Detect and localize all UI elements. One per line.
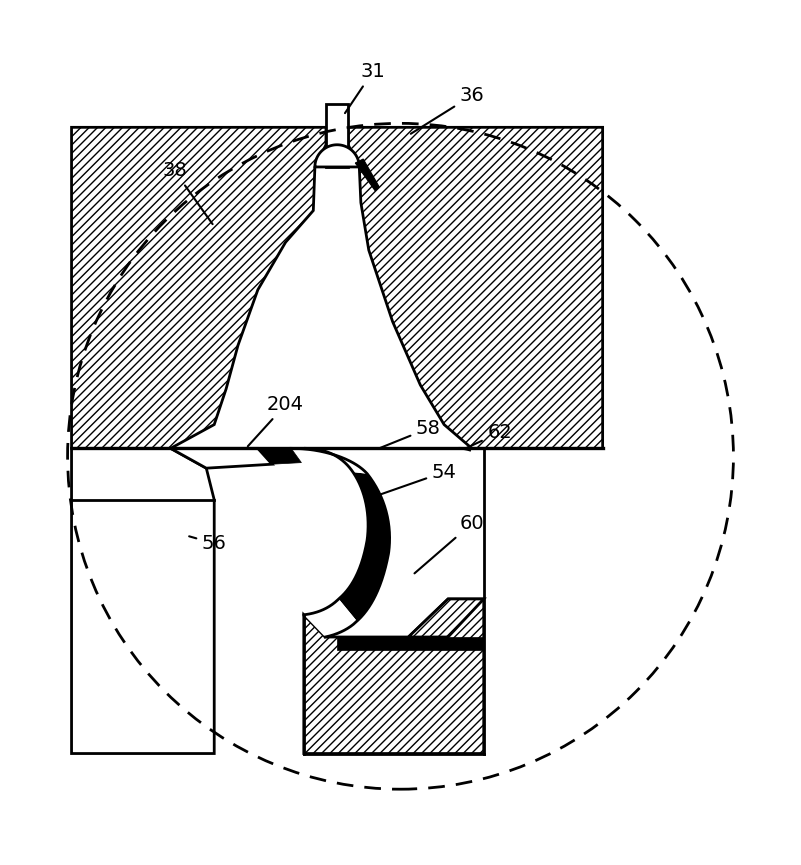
Polygon shape bbox=[315, 144, 360, 167]
Text: 31: 31 bbox=[345, 62, 385, 113]
Text: 38: 38 bbox=[163, 162, 212, 224]
Polygon shape bbox=[171, 448, 272, 468]
Text: 62: 62 bbox=[465, 423, 512, 449]
Polygon shape bbox=[291, 448, 367, 474]
Text: 60: 60 bbox=[414, 514, 484, 573]
Polygon shape bbox=[409, 599, 484, 637]
Text: 204: 204 bbox=[248, 395, 304, 446]
Text: 56: 56 bbox=[189, 534, 227, 553]
Polygon shape bbox=[326, 104, 348, 167]
Polygon shape bbox=[258, 448, 301, 465]
Text: 58: 58 bbox=[378, 419, 441, 449]
Polygon shape bbox=[337, 637, 484, 650]
Polygon shape bbox=[339, 472, 389, 621]
Polygon shape bbox=[71, 127, 326, 448]
Polygon shape bbox=[304, 599, 357, 637]
Polygon shape bbox=[304, 599, 484, 753]
Polygon shape bbox=[348, 127, 602, 448]
Text: 54: 54 bbox=[368, 463, 457, 499]
Circle shape bbox=[67, 124, 734, 789]
Text: 36: 36 bbox=[411, 86, 485, 134]
Polygon shape bbox=[356, 159, 379, 191]
Polygon shape bbox=[71, 448, 214, 753]
